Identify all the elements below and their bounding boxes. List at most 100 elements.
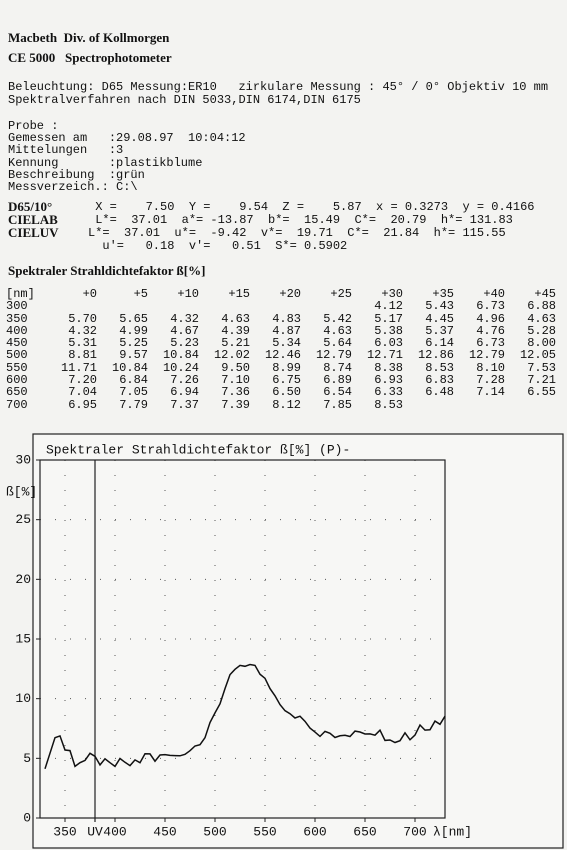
table-cell: 5.37 — [425, 323, 454, 338]
table-cell: 6.84 — [119, 373, 148, 388]
table-cell: 7.28 — [476, 373, 505, 388]
probe-value: 29.08.97 10:04:12 — [116, 131, 246, 145]
header-row: [nm] +0 +5 +10 +15 +20 +25 +30 +35 +40 +45 — [6, 287, 556, 301]
x-tick-label: 700 — [403, 824, 426, 839]
table-cell: 6.54 — [323, 385, 352, 400]
table-cell: 7.26 — [170, 373, 199, 388]
x-tick-label: 500 — [203, 824, 226, 839]
table-row: 550 11.71 10.84 10.24 9.50 8.99 8.74 8.38 8.53 8.… — [6, 360, 556, 375]
table-cell: 12.71 — [366, 348, 403, 363]
table-cell: 6.93 — [374, 373, 403, 388]
table-cell: 9.50 — [221, 360, 250, 375]
row-label: 400 — [6, 323, 28, 338]
color-values: L*= 37.01 u*= -9.42 v*= 19.71 C*= 21.84 … — [88, 226, 506, 240]
color-label: D65/10° — [8, 199, 53, 214]
table-cell: 4.63 — [527, 311, 556, 326]
table-row: 650 7.04 7.05 6.94 7.36 6.50 6.54 6.33 6.48 7.14 6… — [6, 385, 556, 400]
table-cell: 5.64 — [323, 336, 352, 351]
header-line: Macbeth Div. of Kollmorgen — [8, 30, 170, 45]
row-label: 600 — [6, 373, 28, 388]
table-cell: 12.79 — [315, 348, 352, 363]
table-cell: 5.25 — [119, 336, 148, 351]
table-cell: 12.86 — [417, 348, 454, 363]
table-cell: 6.03 — [374, 336, 403, 351]
table-cell: 8.53 — [425, 360, 454, 375]
x-tick-label: 450 — [153, 824, 176, 839]
row-label: 300 — [6, 299, 28, 314]
column-header: +10 — [177, 287, 199, 301]
y-tick-label: 10 — [15, 691, 31, 706]
chart-box — [32, 433, 564, 849]
header-line: CE 5000 Spectrophotometer — [8, 50, 172, 65]
column-header: +25 — [330, 287, 352, 301]
table-cell: 7.37 — [170, 397, 199, 412]
table-cell: 4.99 — [119, 323, 148, 338]
table-cell: 6.83 — [425, 373, 454, 388]
row-label: 550 — [6, 360, 28, 375]
table-row: 450 5.31 5.25 5.23 5.21 5.34 5.64 6.03 6.14 6.73 8… — [6, 336, 556, 351]
column-header: +0 — [82, 287, 97, 301]
table-cell: 4.39 — [221, 323, 250, 338]
table-cell: 7.05 — [119, 385, 148, 400]
table-row: 600 7.20 6.84 7.26 7.10 6.75 6.89 6.93 6.83 7.28 7… — [6, 373, 556, 388]
table-cell: 5.42 — [323, 311, 352, 326]
column-header: +20 — [279, 287, 301, 301]
column-header: [nm] — [6, 287, 35, 301]
table-cell: 7.53 — [527, 360, 556, 375]
table-cell: 12.05 — [519, 348, 556, 363]
table-cell: 6.50 — [272, 385, 301, 400]
table-cell: 8.12 — [272, 397, 301, 412]
x-tick-label: 650 — [353, 824, 376, 839]
y-tick-label: 5 — [23, 751, 31, 766]
table-cell: 6.55 — [527, 385, 556, 400]
table-cell: 10.84 — [162, 348, 199, 363]
table-cell: 7.39 — [221, 397, 250, 412]
probe-key: Beschreibung : — [8, 167, 117, 182]
y-axis-label: ß[%] — [6, 484, 37, 499]
table-row: 300 4.12 5.43 6.73 6.88 — [6, 299, 556, 314]
table-cell: 8.00 — [527, 336, 556, 351]
table-cell: 8.74 — [323, 360, 352, 375]
y-tick-label: 15 — [15, 631, 31, 646]
column-header: +30 — [381, 287, 403, 301]
probe-value: plastikblume — [116, 155, 203, 170]
table-cell: 8.10 — [476, 360, 505, 375]
table-cell: 11.71 — [60, 360, 97, 375]
table-cell: 5.21 — [221, 336, 250, 351]
table-cell: 6.73 — [476, 336, 505, 351]
table-cell: 10.24 — [162, 360, 199, 375]
table-cell: 9.57 — [119, 348, 148, 363]
table-cell: 5.70 — [68, 311, 97, 326]
probe-value: 3 — [116, 143, 124, 158]
table-cell: 5.17 — [374, 311, 403, 326]
table-cell: 5.43 — [425, 299, 454, 314]
table-cell: 7.36 — [221, 385, 250, 400]
table-cell: 7.10 — [221, 373, 250, 388]
column-header: +40 — [483, 287, 505, 301]
table-cell: 7.21 — [527, 373, 556, 388]
color-label: CIELAB — [8, 212, 58, 227]
table-cell: 7.85 — [323, 397, 352, 412]
spectrum-line — [44, 663, 446, 770]
table-row: 700 6.95 7.79 7.37 7.39 8.12 7.85 8.53 — [6, 397, 556, 412]
column-header: +45 — [534, 287, 556, 301]
probe-key: Mittelungen : — [8, 143, 117, 158]
color-values: u'= 0.18 v'= 0.51 S*= 0.5902 — [88, 239, 348, 253]
table-cell: 8.99 — [272, 360, 301, 375]
probe-title: Probe : — [8, 119, 59, 133]
column-header: +15 — [228, 287, 250, 301]
x-axis-label: λ[nm] — [433, 824, 472, 839]
table-cell: 4.32 — [170, 311, 199, 326]
table-cell: 6.48 — [425, 385, 454, 400]
column-header: +5 — [133, 287, 148, 301]
table-cell: 7.79 — [119, 397, 148, 412]
chart-title: Spektraler Strahldichtefaktor ß[%] (P)- — [46, 442, 350, 457]
table-cell: 12.46 — [264, 348, 301, 363]
table-row: 400 4.32 4.99 4.67 4.39 4.87 4.63 5.38 5.37 4.76 5… — [6, 323, 556, 338]
table-cell: 4.67 — [170, 323, 199, 338]
x-tick-label: UV — [87, 824, 103, 839]
table-cell: 5.38 — [374, 323, 403, 338]
table-row: 350 5.70 5.65 4.32 4.63 4.83 5.42 5.17 4.45 4.96 4… — [6, 311, 556, 326]
